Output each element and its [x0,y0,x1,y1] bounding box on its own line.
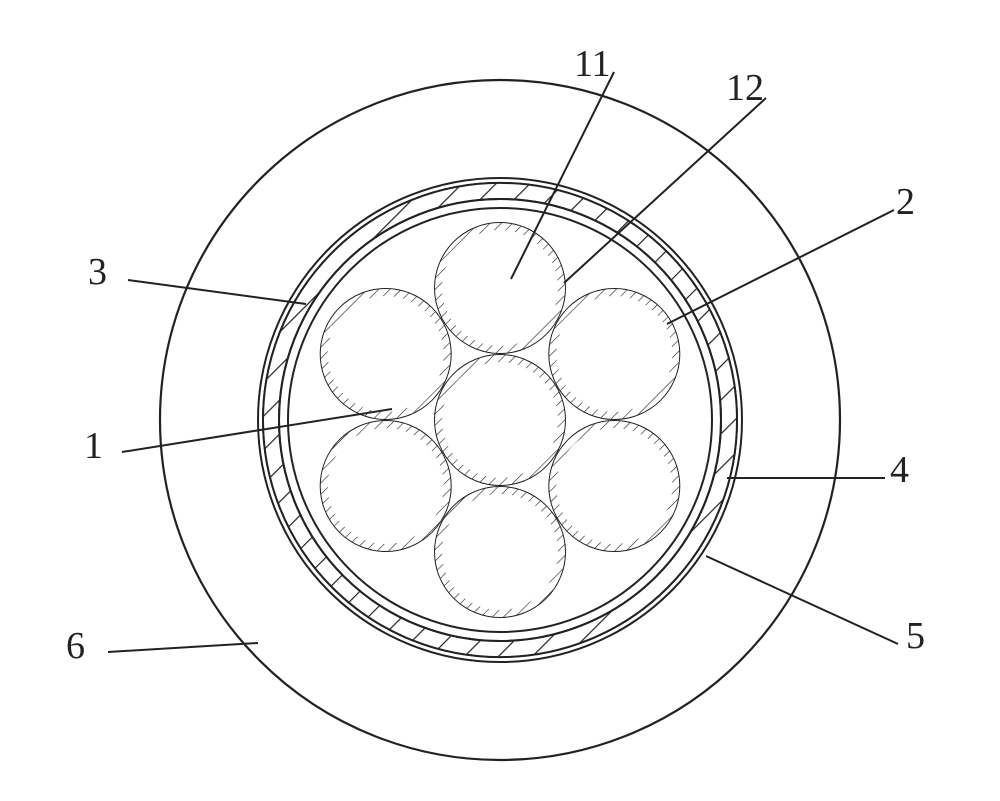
label-3: 3 [88,250,107,294]
label-12: 12 [726,66,764,110]
label-4: 4 [890,448,909,492]
cable-cross-section-diagram [0,0,1000,801]
label-5: 5 [906,614,925,658]
label-6: 6 [66,624,85,668]
label-2: 2 [896,180,915,224]
label-1: 1 [84,424,103,468]
label-11: 11 [574,42,611,86]
